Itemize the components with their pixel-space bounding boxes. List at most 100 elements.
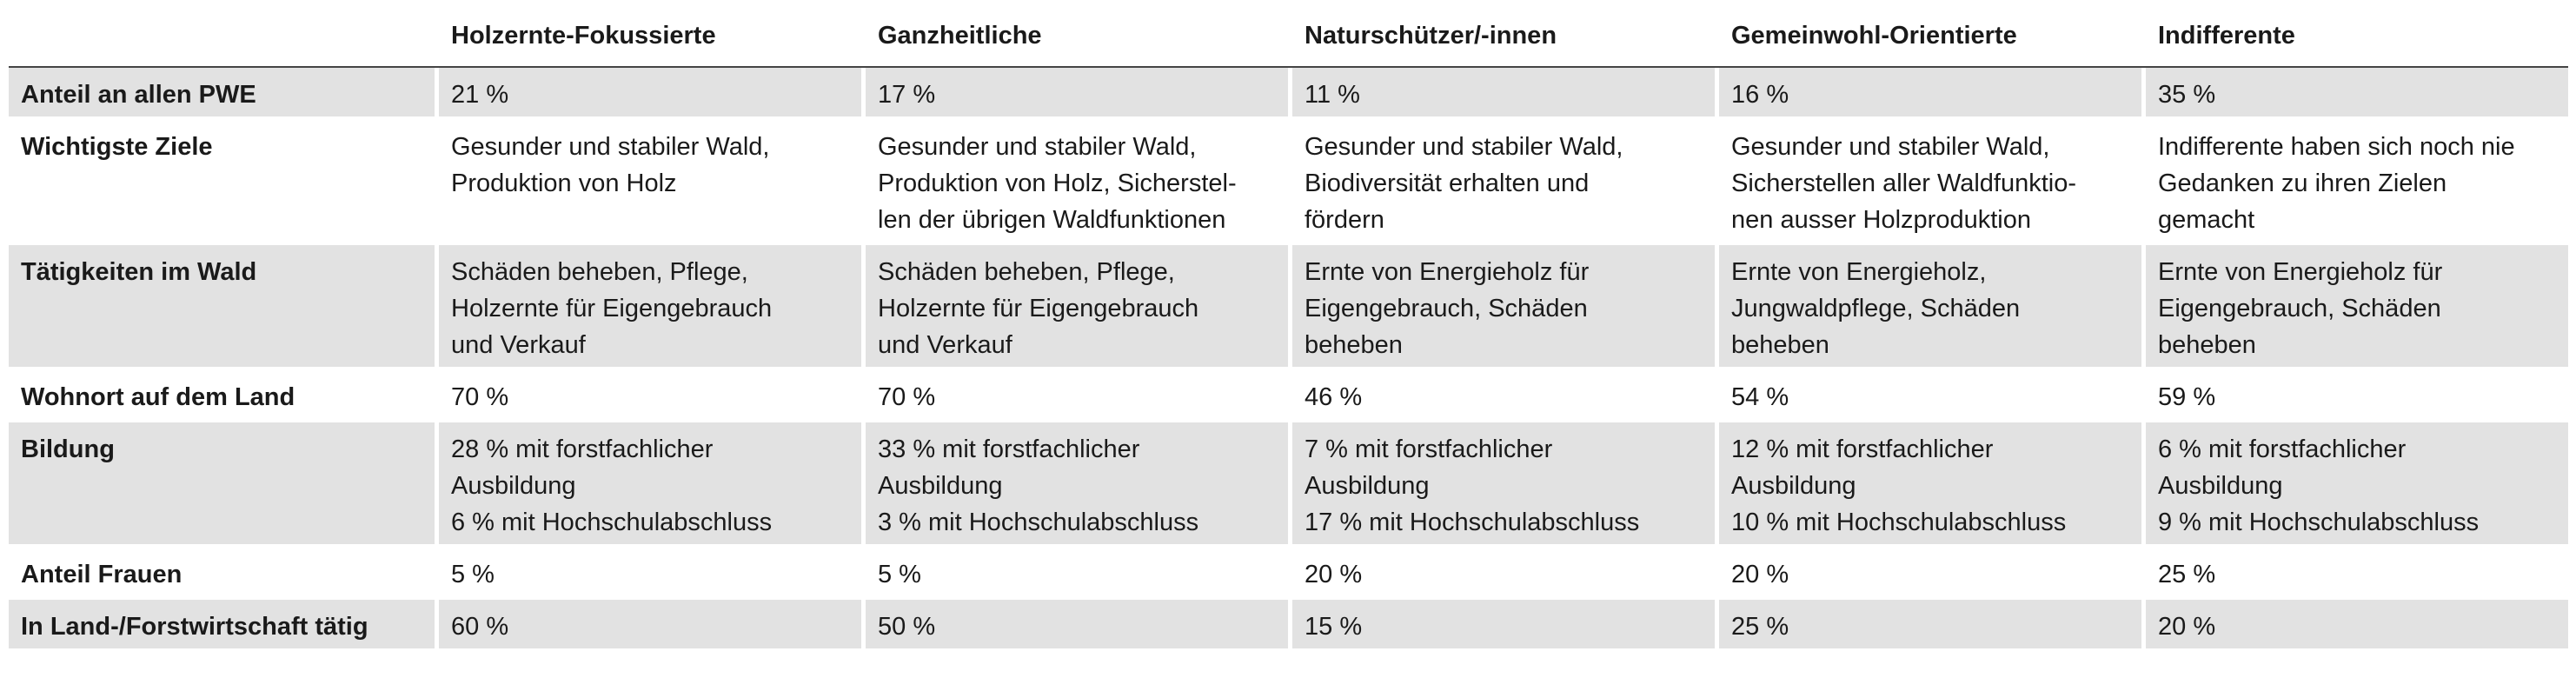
cell-text-line: 21 %	[451, 81, 509, 109]
cell-text-line: nen ausser Holzproduktion	[1731, 206, 2031, 234]
cell-text-line: 25 %	[2158, 561, 2216, 588]
table-cell: 28 % mit forstfachlicher Ausbildung 6 % mi…	[439, 419, 861, 544]
table-cell: 70 %	[439, 367, 861, 419]
header-naturschuetzer: Naturschützer/-innen	[1292, 9, 1715, 66]
table-cell: Ernte von Energieholz für Eigengebrauch, …	[2146, 242, 2568, 367]
cell-text-line: beheben	[1731, 331, 1829, 359]
table-row: Bildung 28 % mit forstfachlicher Ausbildun…	[9, 419, 2568, 544]
header-holzernte-fokussierte: Holzernte-Fokussierte	[439, 9, 861, 66]
cell-text-line: gemacht	[2158, 206, 2255, 234]
cell-text-line: Holzernte für Eigengebrauch	[451, 295, 773, 322]
cell-text-line: 59 %	[2158, 383, 2216, 411]
table-cell: 21 %	[439, 68, 861, 116]
table-row: In Land-/Forstwirtschaft tätig 60 % 50 % 15…	[9, 596, 2568, 648]
cell-text-line: Biodiversität erhalten und	[1305, 170, 1590, 197]
cell-text-line: Jungwaldpflege, Schäden	[1731, 295, 2021, 322]
cell-text-line: Holzernte für Eigengebrauch	[878, 295, 1199, 322]
cell-text-line: Gesunder und stabiler Wald,	[451, 133, 770, 161]
table-cell: 20 %	[1292, 544, 1715, 596]
table-cell: 60 %	[439, 596, 861, 648]
table-row: Wichtigste Ziele Gesunder und stabiler Wa…	[9, 116, 2568, 242]
table-cell: Schäden beheben, Pflege, Holzernte für Ei…	[439, 242, 861, 367]
table-row: Tätigkeiten im Wald Schäden beheben, Pfle…	[9, 242, 2568, 367]
table-cell: 70 %	[866, 367, 1288, 419]
cell-text-line: fördern	[1305, 206, 1384, 234]
cell-text-line: Eigengebrauch, Schäden	[2158, 295, 2441, 322]
table-row: Anteil Frauen 5 % 5 % 20 % 20 % 25 %	[9, 544, 2568, 596]
cell-text-line: Ernte von Energieholz für	[2158, 258, 2443, 286]
cell-text-line: Ernte von Energieholz,	[1731, 258, 1987, 286]
table-cell: 46 %	[1292, 367, 1715, 419]
table-cell: 35 %	[2146, 68, 2568, 116]
cell-text-line: 6 % mit Hochschulabschluss	[451, 508, 773, 536]
table-cell: 11 %	[1292, 68, 1715, 116]
table-cell: 20 %	[2146, 596, 2568, 648]
cell-text-line: 15 %	[1305, 613, 1363, 641]
cell-text-line: 9 % mit Hochschulabschluss	[2158, 508, 2480, 536]
table-header: Holzernte-Fokussierte Ganzheitliche Natu…	[9, 9, 2568, 66]
row-label: Bildung	[9, 419, 435, 544]
cell-text-line: und Verkauf	[451, 331, 586, 359]
row-label: Anteil Frauen	[9, 544, 435, 596]
cell-text-line: 54 %	[1731, 383, 1789, 411]
row-label: Anteil an allen PWE	[9, 68, 435, 116]
table-cell: 5 %	[439, 544, 861, 596]
top-rule	[9, 66, 2568, 68]
cell-text-line: 60 %	[451, 613, 509, 641]
table-cell: Gesunder und stabiler Wald, Produktion vo…	[866, 116, 1288, 242]
cell-text-line: 35 %	[2158, 81, 2216, 109]
cell-text-line: 28 % mit forstfachlicher	[451, 435, 714, 463]
table-cell: 16 %	[1719, 68, 2141, 116]
table-cell: 5 %	[866, 544, 1288, 596]
table-cell: 15 %	[1292, 596, 1715, 648]
cell-text-line: Ausbildung	[451, 472, 576, 500]
cell-text-line: 20 %	[1305, 561, 1363, 588]
cell-text-line: 50 %	[878, 613, 936, 641]
table-cell: 25 %	[1719, 596, 2141, 648]
row-label: Wohnort auf dem Land	[9, 367, 435, 419]
table-cell: 25 %	[2146, 544, 2568, 596]
cell-text-line: Gesunder und stabiler Wald,	[878, 133, 1197, 161]
cell-text-line: Ernte von Energieholz für	[1305, 258, 1590, 286]
cell-text-line: beheben	[1305, 331, 1403, 359]
cell-text-line: Ausbildung	[878, 472, 1003, 500]
cell-text-line: 7 % mit forstfachlicher	[1305, 435, 1553, 463]
cell-text-line: Gesunder und stabiler Wald,	[1731, 133, 2050, 161]
cell-text-line: 5 %	[878, 561, 921, 588]
cell-text-line: Schäden beheben, Pflege,	[878, 258, 1175, 286]
header-indifferente: Indifferente	[2146, 9, 2568, 66]
cell-text-line: Gedanken zu ihren Zielen	[2158, 170, 2447, 197]
cell-text-line: 17 % mit Hochschulabschluss	[1305, 508, 1640, 536]
cell-text-line: Produktion von Holz	[451, 170, 677, 197]
cell-text-line: Schäden beheben, Pflege,	[451, 258, 748, 286]
header-gemeinwohl-orientierte: Gemeinwohl-Orientierte	[1719, 9, 2141, 66]
cell-text-line: 17 %	[878, 81, 936, 109]
table-cell: Indifferente haben sich noch nie Gedanken…	[2146, 116, 2568, 242]
row-label: Tätigkeiten im Wald	[9, 242, 435, 367]
cell-text-line: Gesunder und stabiler Wald,	[1305, 133, 1623, 161]
table-cell: Gesunder und stabiler Wald, Biodiversität…	[1292, 116, 1715, 242]
table-cell: 12 % mit forstfachlicher Ausbildung 10 % m…	[1719, 419, 2141, 544]
cell-text-line: 25 %	[1731, 613, 1789, 641]
cell-text-line: len der übrigen Waldfunktionen	[878, 206, 1226, 234]
cell-text-line: 12 % mit forstfachlicher	[1731, 435, 1994, 463]
cell-text-line: 46 %	[1305, 383, 1363, 411]
header-cell-empty	[9, 9, 435, 66]
cell-text-line: 11 %	[1305, 81, 1360, 109]
table-row: Anteil an allen PWE 21 % 17 % 11 % 16 % 35 %	[9, 68, 2568, 116]
forest-owner-types-table: Holzernte-Fokussierte Ganzheitliche Natu…	[4, 9, 2573, 648]
cell-text-line: Eigengebrauch, Schäden	[1305, 295, 1588, 322]
table-cell: 20 %	[1719, 544, 2141, 596]
row-label: Wichtigste Ziele	[9, 116, 435, 242]
cell-text-line: und Verkauf	[878, 331, 1012, 359]
table-body: Anteil an allen PWE 21 % 17 % 11 % 16 % 35 % W…	[9, 68, 2568, 648]
table-cell: Ernte von Energieholz, Jungwaldpflege, Sc…	[1719, 242, 2141, 367]
cell-text-line: 70 %	[451, 383, 509, 411]
cell-text-line: 3 % mit Hochschulabschluss	[878, 508, 1199, 536]
table-cell: 33 % mit forstfachlicher Ausbildung 3 % mi…	[866, 419, 1288, 544]
cell-text-line: 5 %	[451, 561, 495, 588]
table-cell: 7 % mit forstfachlicher Ausbildung 17 % mi…	[1292, 419, 1715, 544]
table-cell: 54 %	[1719, 367, 2141, 419]
cell-text-line: Ausbildung	[1731, 472, 1856, 500]
cell-text-line: 6 % mit forstfachlicher	[2158, 435, 2407, 463]
